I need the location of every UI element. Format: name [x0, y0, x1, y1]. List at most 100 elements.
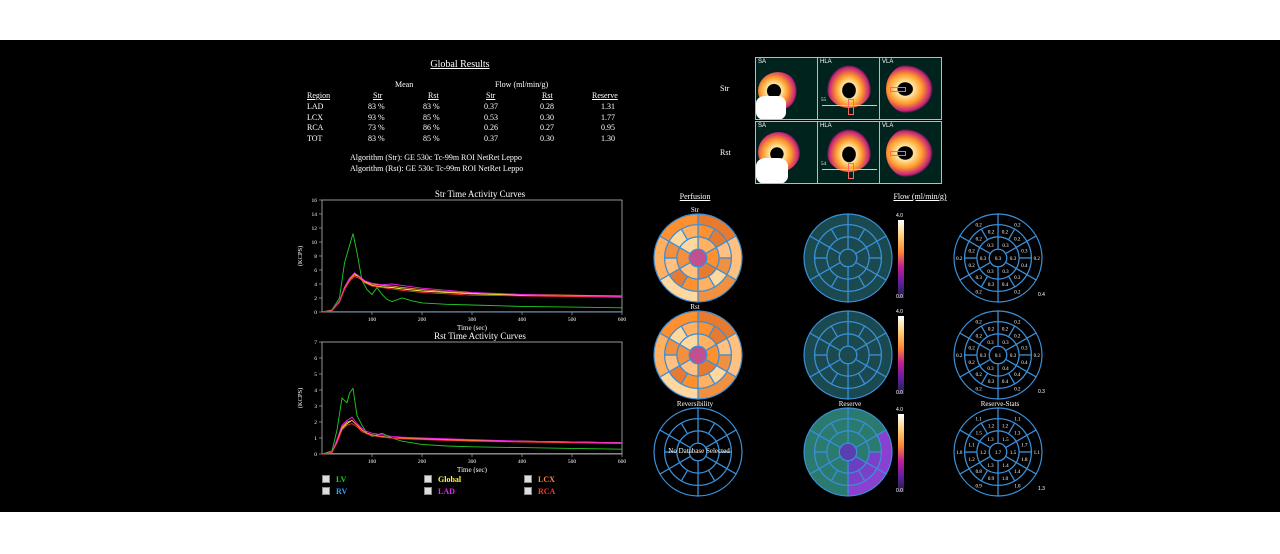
segment-value: 0.2	[976, 223, 983, 228]
segment-value: 0.3	[1010, 354, 1017, 359]
segment-value: 0.3	[1010, 257, 1017, 262]
rst-sa-image[interactable]: SA	[755, 121, 818, 184]
checkbox[interactable]	[424, 475, 432, 483]
table-cell: 0.28	[540, 102, 554, 111]
y-axis-label: (KCPS)	[297, 388, 304, 409]
segment-value: 1.2	[1002, 424, 1009, 429]
x-tick-label: 500	[568, 317, 577, 323]
x-tick-label: 100	[368, 317, 377, 323]
legend-item-rca[interactable]: RCA	[524, 487, 555, 496]
legend-item-rv[interactable]: RV	[322, 487, 347, 496]
segment-value: 1.8	[1021, 458, 1028, 463]
segment-value: 0.2	[976, 387, 983, 392]
series-line-rca	[321, 275, 623, 313]
flow-header: Flow (ml/min/g)	[495, 80, 549, 89]
legend-item-lv[interactable]: LV	[322, 475, 346, 484]
table-cell: 0.53	[484, 112, 498, 122]
segment-value: 0.3	[1002, 244, 1009, 249]
checkbox[interactable]	[322, 475, 330, 483]
table-cell: 86 %	[423, 123, 440, 132]
header-region: Region	[307, 91, 331, 100]
legend-item-lad[interactable]: LAD	[424, 487, 455, 496]
table-cell: RCA	[307, 123, 324, 132]
segment-value: 0.9	[988, 477, 995, 482]
table-cell: 0.27	[540, 123, 554, 132]
y-tick-label: 12	[312, 226, 318, 232]
perfusion-str-label: Str	[690, 206, 700, 214]
y-tick-label: 14	[312, 212, 318, 218]
x-tick-label: 400	[518, 317, 527, 323]
segment-value: 0.2	[976, 373, 983, 378]
rst-vla-image[interactable]: VLA	[879, 121, 942, 184]
legend-label: Global	[438, 475, 462, 484]
segment-value: 1.2	[980, 451, 987, 456]
segment-value: 1.1	[976, 417, 983, 422]
segment-value: 0.2	[1002, 327, 1009, 332]
checkbox[interactable]	[524, 487, 532, 495]
header-mean-rst: Rst	[428, 91, 439, 100]
str-sa-image[interactable]: SA	[755, 57, 818, 120]
rst-hla-image[interactable]: 54 HLA	[817, 121, 880, 184]
segment-value: 0.3	[1002, 270, 1009, 275]
segment-value: 0.2	[976, 238, 983, 243]
table-cell: 83 %	[368, 102, 385, 111]
flow-rst-total: 0.3	[1038, 389, 1045, 395]
str-hla-image[interactable]: 55 HLA	[817, 57, 880, 120]
column-flow-rst: 0.28 0.30 0.27 0.30	[540, 102, 554, 144]
y-tick-label: 5	[314, 372, 317, 378]
perfusion-header: Perfusion	[679, 192, 711, 201]
legend-label: RCA	[538, 487, 556, 496]
segment-value: 0.3	[995, 257, 1002, 262]
segment	[809, 310, 849, 340]
segment	[959, 407, 999, 437]
view-label-sa: SA	[758, 123, 767, 129]
reversibility-label: Reversibility	[676, 400, 714, 408]
checkbox[interactable]	[322, 487, 330, 495]
colorbar-max: 4.0	[896, 407, 903, 413]
column-reserve: 1.31 1.77 0.95 1.30	[601, 102, 615, 144]
y-tick-label: 6	[314, 356, 317, 362]
colorbar-max: 4.0	[896, 309, 903, 315]
table-cell: 1.77	[601, 112, 615, 122]
segment-value: 0.3	[987, 244, 994, 249]
str-chart-title: Str Time Activity Curves	[434, 189, 526, 199]
segment-value: 0.3	[987, 367, 994, 372]
mean-header: Mean	[395, 80, 414, 89]
y-axis-label: (KCPS)	[297, 246, 304, 267]
rst-time-activity-chart: 0 1 2 3 4 5 6 7 100 200 300 400 500 600 Time (sec) (KCP…	[297, 340, 626, 473]
table-cell: 85 %	[423, 133, 440, 143]
checkbox[interactable]	[524, 475, 532, 483]
y-tick-label: 4	[314, 388, 317, 394]
segment-value: 0.3	[1014, 276, 1021, 281]
segment-value: 0.2	[969, 361, 976, 366]
checkbox[interactable]	[424, 487, 432, 495]
view-label-hla: HLA	[820, 59, 832, 65]
table-cell: 0.30	[540, 112, 554, 122]
segment-value: 0.4	[1002, 367, 1009, 372]
colorbar-min: 0.0	[896, 294, 903, 300]
segment-value: 0.3	[987, 270, 994, 275]
flow-rst-polar-map	[803, 310, 893, 400]
str-vla-image[interactable]: VLA	[879, 57, 942, 120]
table-cell: TOT	[307, 133, 323, 143]
segment-value: 0.3	[1002, 341, 1009, 346]
segment-value: 0.8	[976, 470, 983, 475]
colorbar-min: 0.0	[896, 390, 903, 396]
y-tick-label: 2	[314, 296, 317, 302]
plot-area	[321, 341, 623, 455]
segment-value: 0.9	[976, 484, 983, 489]
reserve-label: Reserve	[838, 400, 862, 408]
reserve-stats-label: Reserve-Stats	[980, 400, 1020, 408]
column-mean-str: 83 % 93 % 73 % 83 %	[368, 102, 385, 144]
segment-value: 1.7	[1021, 444, 1028, 449]
series-line-lcx	[321, 419, 623, 455]
segment	[659, 213, 699, 243]
table-cell: LCX	[307, 112, 323, 122]
y-tick-label: 0	[314, 310, 317, 316]
legend-item-global[interactable]: Global	[424, 475, 461, 484]
legend-item-lcx[interactable]: LCX	[524, 475, 555, 484]
algorithm-rst: Algorithm (Rst): GE 530c Tc-99m ROI NetR…	[350, 164, 524, 173]
table-cell: 73 %	[368, 123, 385, 132]
colorbar-min: 0.0	[896, 488, 903, 494]
segment-value: 1.3	[1014, 432, 1021, 437]
